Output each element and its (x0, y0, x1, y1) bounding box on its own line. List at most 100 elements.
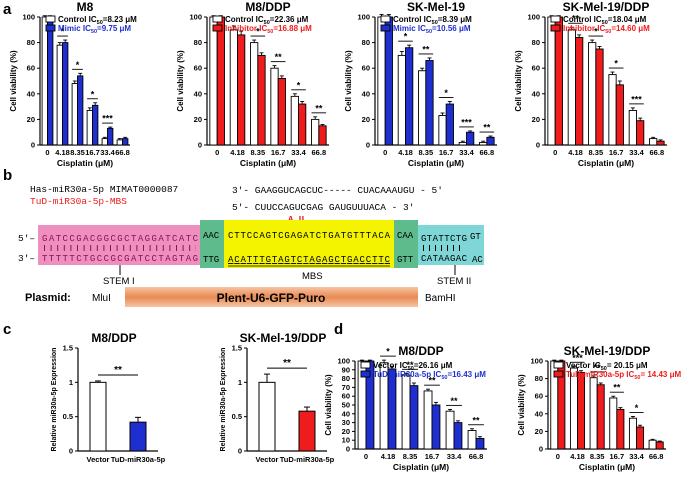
x-tick-label: 0 (215, 148, 219, 157)
bar-mimic (47, 16, 54, 146)
chart-m8ddp-expression: M8/DDP 0 0.5 1 1.5 Relative miR30a-5p Express… (51, 331, 166, 464)
bar-mimic (122, 138, 129, 146)
y-tick-label: 40 (535, 409, 543, 418)
x-tick-label: 8.35 (403, 452, 418, 461)
y-tick-label: 60 (27, 64, 35, 73)
legend-label: Inhibitor IC50=14.60 μM (563, 24, 650, 35)
significance-mark: * (76, 60, 80, 70)
y-axis-label: Cell viability (%) (514, 50, 523, 112)
mbs-label: TuD-miR30a-5p-MBS (30, 196, 127, 207)
x-tick-label: 8.35 (589, 148, 604, 157)
bar-inhibitor (575, 37, 584, 146)
legend-swatch (550, 15, 561, 23)
x-tick-label: 33.4 (459, 148, 474, 157)
significance-mark: * (594, 27, 598, 37)
y-tick-label: 0 (31, 141, 35, 150)
legend-label: Inhibitor IC50=16.88 μM (225, 24, 312, 35)
y-tick-label: 1 (238, 378, 242, 387)
loop-bottom: AC (472, 255, 483, 265)
bar-control (116, 139, 123, 146)
bar-control (209, 16, 218, 146)
legend-swatch (45, 24, 56, 32)
stem1-top-seq: GATCCGACGGCGCTAGGATCATC (42, 234, 199, 244)
y-axis-label: Relative miR30a-5p Expression (220, 348, 227, 452)
chart-title: M8/DDP (398, 344, 443, 358)
bar-control (479, 141, 488, 146)
x-tick-label: 16.7 (610, 452, 625, 461)
significance-mark: ** (428, 376, 436, 386)
y-tick-label: 80 (194, 38, 202, 47)
y-tick-label: 80 (27, 38, 35, 47)
bar-inhibitor (318, 125, 327, 146)
bar-control (86, 109, 93, 146)
bar-control (649, 138, 658, 146)
significance-mark: * (444, 88, 448, 98)
panel-label-c: c (3, 321, 11, 338)
x-tick-label: 4.18 (568, 148, 583, 157)
bar-vector (445, 410, 455, 450)
y-tick-label: 100 (357, 13, 370, 22)
mbs-target-sequence: 5'- CUUCCAGUCGAG GAUGUUUACA - 3' (232, 202, 414, 213)
significance-mark: ** (572, 14, 580, 24)
x-tick-label: 0 (553, 148, 557, 157)
five-prime-end: 5'– (18, 233, 35, 244)
bar-tud-mir30a-5p (655, 441, 664, 450)
x-tick-label: 66.8 (312, 148, 327, 157)
y-tick-label: 50 (342, 401, 350, 410)
bar-control (229, 29, 238, 146)
x-tick-label: 0 (556, 452, 560, 461)
legend-swatch (553, 370, 564, 378)
x-tick-label: 16.7 (439, 148, 454, 157)
bar-mimic (107, 127, 114, 146)
significance-mark: ** (315, 103, 323, 113)
significance-mark: ** (450, 396, 458, 406)
y-tick-label: 1.5 (63, 344, 73, 353)
significance-mark: ** (483, 123, 491, 133)
chart-title: SK-Mel-19/DDP (240, 331, 327, 345)
y-tick-label: 60 (194, 64, 202, 73)
y-tick-label: 40 (342, 409, 350, 418)
y-tick-label: 1 (69, 378, 73, 387)
y-axis-label: Cell viability (%) (9, 50, 18, 112)
y-tick-label: 100 (530, 357, 543, 366)
significance-mark: *** (102, 114, 113, 124)
y-tick-label: 100 (189, 13, 202, 22)
bar-inhibitor (636, 120, 645, 146)
significance-mark: ** (594, 362, 602, 372)
y-tick-label: 0 (238, 447, 242, 456)
x-tick-label: 16.7 (271, 148, 286, 157)
chart-m8-mimic: M8 0 20 40 60 80 100 Cell viability (%) 0 4.18 * 8.… (9, 0, 137, 168)
stem1-label: STEM I (103, 276, 135, 287)
x-axis-label: Cisplatin (μM) (393, 462, 449, 472)
stem2-label: STEM II (437, 276, 471, 287)
x-axis-label: Cisplatin (μM) (408, 158, 464, 168)
legend-label: Mimic IC50=9.75 μM (58, 24, 131, 35)
significance-mark: ** (114, 365, 122, 376)
bar-vector (467, 430, 477, 450)
plasmid-name: Plent-U6-GFP-Puro (217, 291, 326, 305)
significance-mark: * (91, 89, 95, 99)
x-tick-label: 66.8 (649, 452, 664, 461)
bar-mimic (466, 131, 475, 146)
bar-mimic (62, 42, 69, 146)
legend-swatch (212, 15, 223, 23)
y-tick-label: 60 (362, 64, 370, 73)
significance-mark: ** (406, 360, 414, 370)
legend-label: Control IC50=18.04 μM (563, 15, 647, 26)
panel-label-a: a (3, 1, 12, 18)
bar-control (547, 16, 556, 146)
bar-tud-mir30a-5p (636, 426, 645, 450)
legend-label: Vector IC50=26.16 μM (373, 361, 453, 372)
bar-inhibitor (615, 84, 624, 146)
bar-control (311, 118, 320, 146)
y-tick-label: 60 (342, 392, 350, 401)
legend-swatch (212, 24, 223, 32)
x-tick-label: 4.18 (398, 148, 413, 157)
bar-tud-mir30a-5p (298, 410, 316, 452)
bar-mimic (486, 136, 495, 146)
bar-inhibitor (554, 16, 563, 146)
stem1-box (38, 225, 200, 265)
chart-skmel19ddp-tud: SK-Mel-19/DDP 0 20 40 60 80 100 Cell viability … (517, 344, 681, 472)
